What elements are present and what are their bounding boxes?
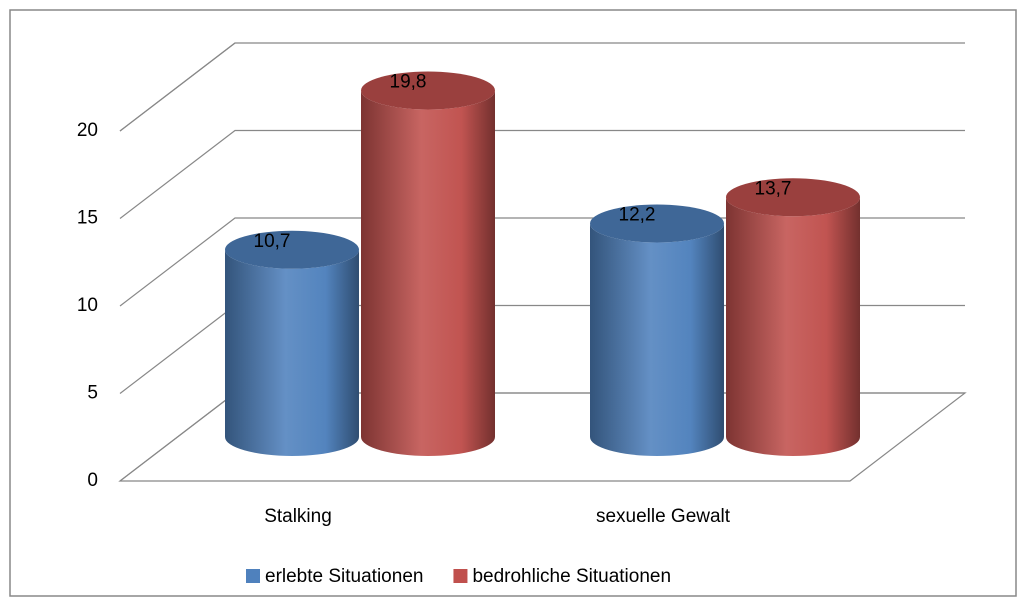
x-tick-label: Stalking xyxy=(264,506,332,527)
legend-label: erlebte Situationen xyxy=(265,566,423,587)
y-tick-label: 10 xyxy=(77,295,98,316)
data-label: 10,7 xyxy=(254,231,291,252)
grid-line xyxy=(119,217,965,307)
legend-swatch xyxy=(246,569,260,583)
y-tick-label: 15 xyxy=(77,208,98,229)
cylinder-bar xyxy=(725,178,860,456)
y-tick-label: 5 xyxy=(87,383,98,404)
grid-line xyxy=(119,42,965,132)
data-label: 19,8 xyxy=(390,72,427,93)
cylinder-bar xyxy=(225,230,359,456)
cylinder-bar xyxy=(361,71,495,456)
legend-swatch xyxy=(453,569,468,583)
legend-label: bedrohliche Situationen xyxy=(472,566,671,587)
cylinder-bar xyxy=(590,204,724,456)
data-label: 12,2 xyxy=(619,205,656,226)
chart-frame xyxy=(9,9,1017,597)
data-label: 13,7 xyxy=(755,178,792,199)
y-tick-label: 20 xyxy=(77,120,98,141)
y-tick-label: 0 xyxy=(87,470,98,491)
grid-line xyxy=(119,129,965,219)
x-tick-label: sexuelle Gewalt xyxy=(596,506,731,527)
